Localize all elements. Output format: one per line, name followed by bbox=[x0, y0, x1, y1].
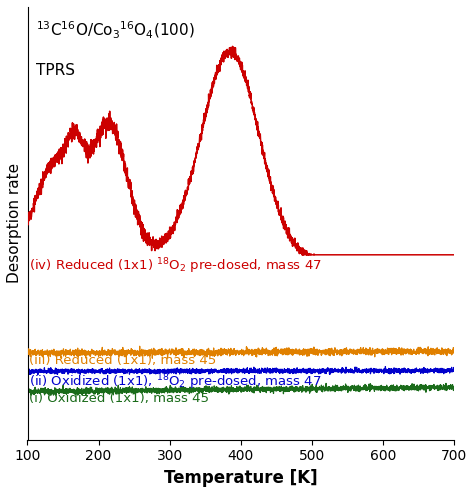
Text: $^{13}$C$^{16}$O/Co$_3$$^{16}$O$_4$(100): $^{13}$C$^{16}$O/Co$_3$$^{16}$O$_4$(100) bbox=[36, 20, 195, 41]
Text: (iii) Reduced (1x1), mass 45: (iii) Reduced (1x1), mass 45 bbox=[29, 354, 216, 367]
Text: (iv) Reduced (1x1) $^{18}$O$_2$ pre-dosed, mass 47: (iv) Reduced (1x1) $^{18}$O$_2$ pre-dose… bbox=[29, 257, 322, 276]
Text: (ii) Oxidized (1x1), $^{18}$O$_2$ pre-dosed, mass 47: (ii) Oxidized (1x1), $^{18}$O$_2$ pre-do… bbox=[29, 372, 321, 392]
X-axis label: Temperature [K]: Temperature [K] bbox=[164, 469, 318, 487]
Text: (i) Oxidized (1x1), mass 45: (i) Oxidized (1x1), mass 45 bbox=[29, 392, 209, 406]
Y-axis label: Desorption rate: Desorption rate bbox=[7, 164, 22, 284]
Text: TPRS: TPRS bbox=[36, 63, 75, 78]
